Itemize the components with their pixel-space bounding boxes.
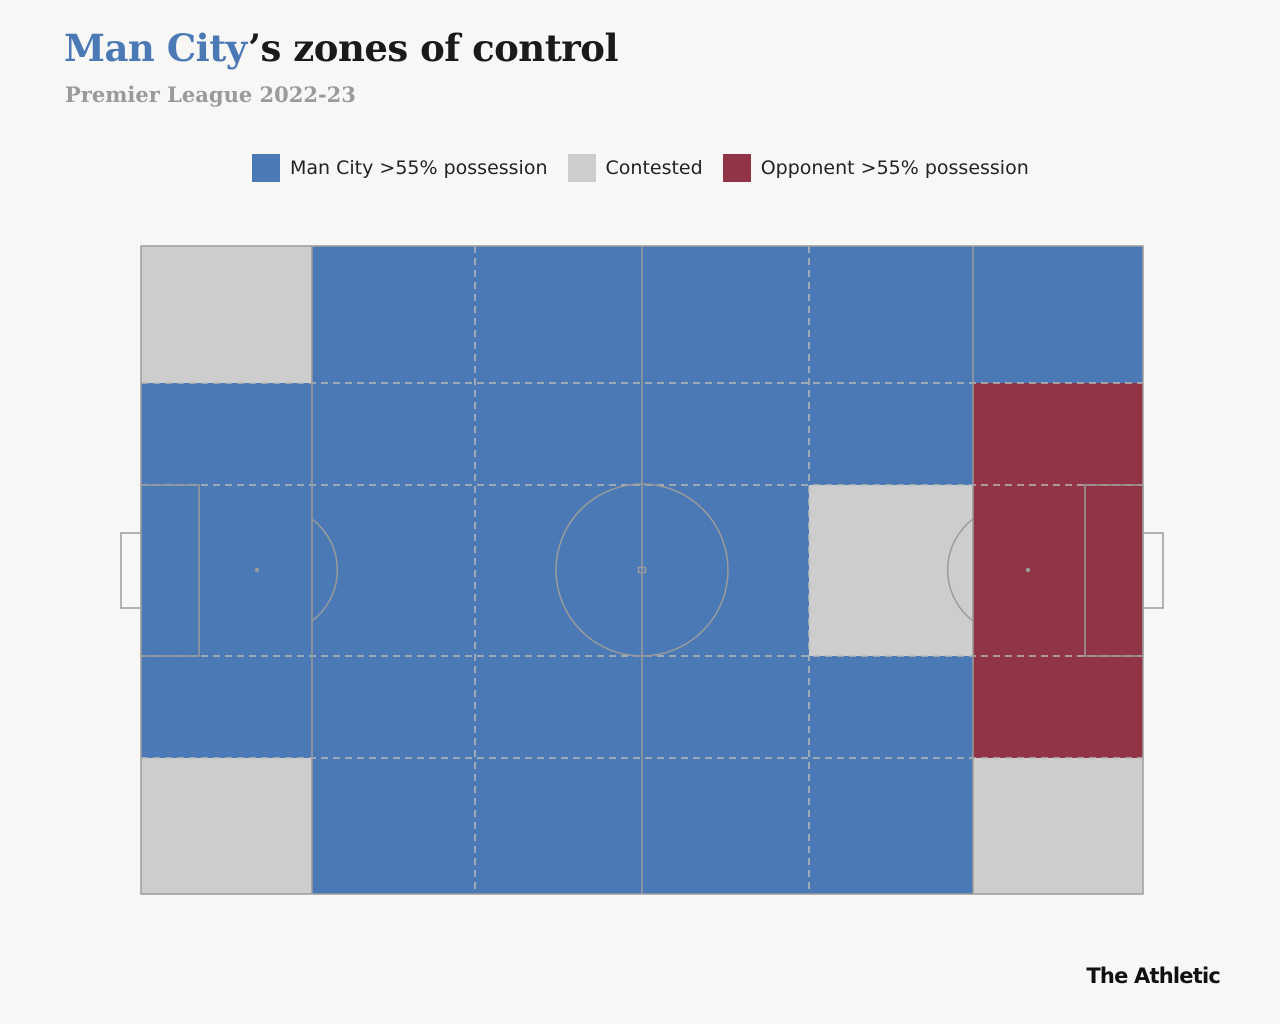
zone-cell-r5-c3-city <box>475 758 642 894</box>
legend-item-opponent: Opponent >55% possession <box>722 154 1029 182</box>
zone-cell-r3-c3-city <box>475 485 642 656</box>
zone-cell-r2-c5-city <box>809 383 973 485</box>
legend-item-contested: Contested <box>567 154 703 182</box>
right-goal <box>1143 532 1164 609</box>
zone-cell-r5-c2-city <box>312 758 475 894</box>
zone-cell-r4-c3-city <box>475 656 642 758</box>
zone-cell-r3-c5-contested <box>809 485 973 656</box>
title-rest: ’s zones of control <box>248 26 619 70</box>
zone-cell-r3-c1-city <box>141 485 312 656</box>
right-penalty-arc <box>946 518 974 622</box>
zone-cell-r5-c5-city <box>809 758 973 894</box>
brand-logo: The Athletic <box>1086 964 1220 988</box>
zone-cell-r2-c2-city <box>312 383 475 485</box>
zone-cell-r5-c4-city <box>642 758 809 894</box>
zone-cell-r2-c3-city <box>475 383 642 485</box>
zone-cell-r1-c2-city <box>312 246 475 383</box>
legend: Man City >55% possession Contested Oppon… <box>252 154 1029 182</box>
zone-cell-r5-c1-contested <box>141 758 312 894</box>
legend-swatch-opponent <box>722 154 751 182</box>
legend-label-city: Man City >55% possession <box>290 157 548 179</box>
chart-subtitle: Premier League 2022-23 <box>65 82 356 107</box>
legend-item-city: Man City >55% possession <box>252 154 548 182</box>
center-spot <box>637 566 647 574</box>
zone-cell-r4-c4-city <box>642 656 809 758</box>
right-penalty-spot <box>1025 567 1031 573</box>
zone-cell-r4-c5-city <box>809 656 973 758</box>
left-goal <box>120 532 141 609</box>
zone-cell-r3-c6-opponent <box>973 485 1143 656</box>
chart-title: Man City’s zones of control <box>64 26 619 70</box>
legend-label-contested: Contested <box>605 157 703 179</box>
legend-swatch-contested <box>567 154 596 182</box>
zone-cell-r1-c6-city <box>973 246 1143 383</box>
zone-cell-r1-c5-city <box>809 246 973 383</box>
zone-cell-r1-c1-contested <box>141 246 312 383</box>
left-six-yard-box <box>140 484 200 657</box>
zone-cell-r4-c2-city <box>312 656 475 758</box>
zone-cell-r2-c6-opponent <box>973 383 1143 485</box>
left-penalty-arc <box>311 518 339 622</box>
left-penalty-spot <box>254 567 260 573</box>
center-circle <box>555 483 729 657</box>
zone-cell-r3-c4-city <box>642 485 809 656</box>
zone-cell-r3-c2-city <box>312 485 475 656</box>
zone-cell-r2-c1-city <box>141 383 312 485</box>
legend-label-opponent: Opponent >55% possession <box>760 157 1029 179</box>
zone-cell-r2-c4-city <box>642 383 809 485</box>
right-six-yard-box <box>1084 484 1144 657</box>
zone-cell-r1-c4-city <box>642 246 809 383</box>
zone-cell-r4-c6-opponent <box>973 656 1143 758</box>
zone-cell-r1-c3-city <box>475 246 642 383</box>
zone-cell-r4-c1-city <box>141 656 312 758</box>
title-team-name: Man City <box>64 26 249 70</box>
zone-cell-r5-c6-contested <box>973 758 1143 894</box>
legend-swatch-city <box>252 154 280 182</box>
